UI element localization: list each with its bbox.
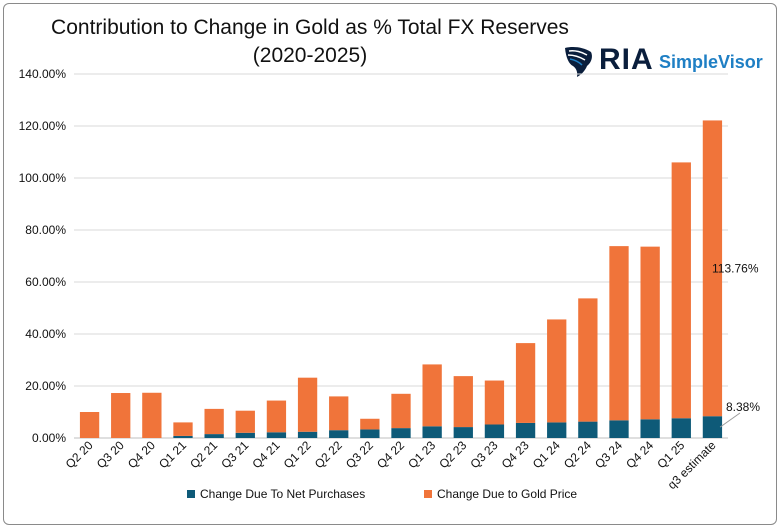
- x-tick-label: Q2 24: [561, 438, 594, 471]
- bar-gold-price: [360, 418, 380, 430]
- y-tick-label: 0.00%: [32, 431, 66, 445]
- bar-gold-price: [266, 400, 287, 433]
- bar-net-purchases: [360, 429, 380, 438]
- bar-gold-price: [329, 396, 349, 431]
- x-tick-label: Q3 23: [468, 438, 501, 471]
- x-tick-label: Q3 22: [343, 438, 376, 471]
- x-tick-label: Q2 21: [187, 438, 220, 471]
- bar-net-purchases: [515, 422, 536, 438]
- bar-gold-price: [453, 376, 473, 428]
- annotation-leader-line: [719, 412, 741, 428]
- eagle-icon: [565, 47, 592, 77]
- bar-net-purchases: [547, 422, 567, 438]
- ria-simplevisor-logo: RIA SimpleVisor: [563, 42, 773, 82]
- bar-gold-price: [515, 343, 536, 423]
- bar-gold-price: [671, 162, 691, 419]
- x-tick-label: Q4 22: [374, 438, 407, 471]
- x-tick-label: Q4 23: [499, 438, 532, 471]
- bar-net-purchases: [671, 418, 691, 438]
- annotation-label: 8.38%: [726, 400, 760, 414]
- bar-net-purchases: [422, 426, 442, 438]
- bar-net-purchases: [578, 421, 598, 438]
- bar-net-purchases: [204, 434, 224, 438]
- y-tick-label: 100.00%: [19, 171, 67, 185]
- bar-net-purchases: [266, 432, 287, 438]
- x-tick-label: Q1 21: [156, 438, 189, 471]
- bar-gold-price: [235, 410, 255, 433]
- bar-gold-price: [484, 380, 505, 425]
- bar-gold-price: [391, 393, 411, 429]
- legend-label: Change Due To Net Purchases: [200, 487, 366, 501]
- x-tick-label: Q3 21: [218, 438, 251, 471]
- bar-gold-price: [173, 422, 193, 436]
- bar-net-purchases: [609, 420, 629, 438]
- y-tick-label: 140.00%: [19, 67, 67, 81]
- x-tick-label: Q3 20: [94, 438, 127, 471]
- legend-item-gold-price: Change Due to Gold Price: [424, 487, 577, 501]
- legend-swatch: [424, 490, 432, 498]
- legend: Change Due To Net Purchases Change Due t…: [0, 487, 782, 503]
- bar-gold-price: [204, 408, 224, 435]
- x-tick-label: Q1 22: [281, 438, 314, 471]
- bar-gold-price: [297, 377, 318, 432]
- bar-net-purchases: [297, 431, 318, 438]
- x-tick-label: Q4 20: [125, 438, 158, 471]
- x-tick-label: Q2 23: [436, 438, 469, 471]
- legend-label: Change Due to Gold Price: [437, 487, 578, 501]
- legend-swatch: [187, 490, 195, 498]
- chart-subtitle: (2020-2025): [252, 44, 368, 67]
- logo-product: SimpleVisor: [659, 52, 763, 72]
- bar-net-purchases: [391, 428, 411, 438]
- x-tick-label: Q2 22: [312, 438, 345, 471]
- logo-brand: RIA: [599, 43, 654, 76]
- legend-item-net-purchases: Change Due To Net Purchases: [187, 487, 365, 501]
- bar-net-purchases: [173, 435, 193, 438]
- bar-gold-price: [578, 298, 598, 422]
- bar-gold-price: [79, 412, 100, 438]
- bar-gold-price: [702, 120, 723, 417]
- y-tick-label: 40.00%: [25, 327, 66, 341]
- y-tick-label: 20.00%: [25, 379, 66, 393]
- bar-net-purchases: [640, 419, 660, 438]
- annotation-label: 113.76%: [712, 261, 759, 275]
- bar-gold-price: [142, 392, 162, 438]
- bar-gold-price: [640, 246, 660, 420]
- bar-net-purchases: [702, 416, 723, 438]
- chart-frame: [3, 3, 777, 525]
- bar-gold-price: [111, 393, 131, 438]
- y-tick-label: 60.00%: [25, 275, 66, 289]
- x-tick-label: Q4 24: [623, 438, 656, 471]
- bar-net-purchases: [453, 427, 473, 438]
- bar-gold-price: [422, 364, 442, 427]
- chart-title: Contribution to Change in Gold as % Tota…: [51, 16, 569, 39]
- x-tick-label: Q2 20: [63, 438, 96, 471]
- x-tick-label: Q1 24: [530, 438, 563, 471]
- bar-gold-price: [547, 319, 567, 423]
- bar-net-purchases: [235, 432, 255, 438]
- y-tick-label: 80.00%: [25, 223, 66, 237]
- x-tick-label: Q1 23: [405, 438, 438, 471]
- bar-net-purchases: [329, 430, 349, 438]
- bar-gold-price: [609, 246, 629, 421]
- y-tick-label: 120.00%: [19, 119, 67, 133]
- bar-net-purchases: [484, 424, 505, 438]
- x-tick-label: Q3 24: [592, 438, 625, 471]
- x-tick-label: Q4 21: [250, 438, 283, 471]
